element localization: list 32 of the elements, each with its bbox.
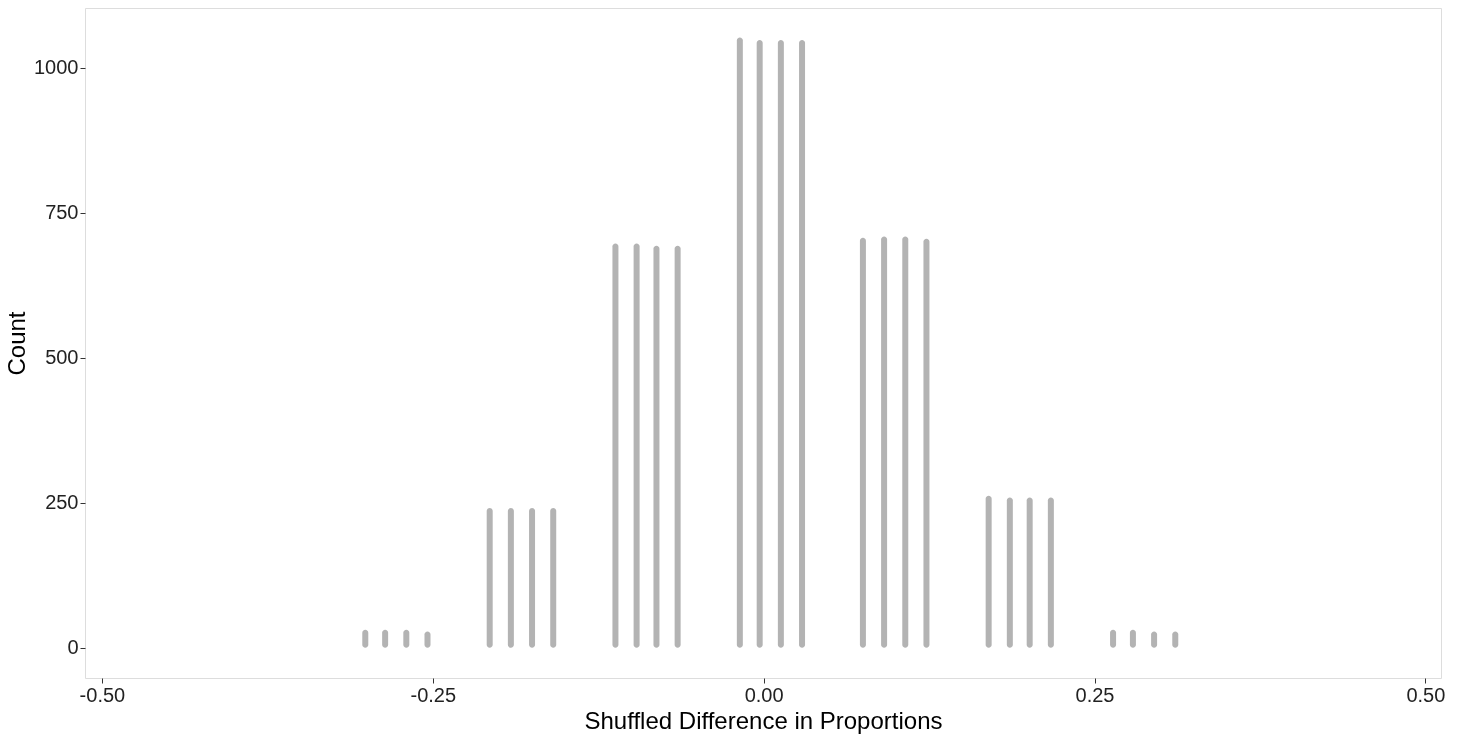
bar bbox=[529, 508, 536, 648]
bar bbox=[881, 236, 888, 648]
bar bbox=[756, 39, 763, 648]
bar bbox=[1047, 497, 1054, 648]
x-tick-label: 0.50 bbox=[1406, 683, 1446, 706]
x-tick-label: 0.25 bbox=[1075, 683, 1115, 706]
y-tick-label: 750 bbox=[45, 201, 79, 224]
bar bbox=[507, 508, 514, 648]
bar bbox=[777, 39, 784, 648]
bar bbox=[674, 245, 681, 648]
bar bbox=[902, 236, 909, 648]
bar bbox=[550, 508, 557, 648]
y-tick-label: 250 bbox=[45, 491, 79, 514]
y-tick-label: 0 bbox=[67, 636, 79, 659]
bar bbox=[985, 495, 992, 648]
y-axis-title: Count bbox=[3, 311, 31, 376]
x-axis-title: Shuffled Difference in Proportions bbox=[584, 706, 943, 734]
bar bbox=[859, 237, 866, 648]
x-tick-label: -0.50 bbox=[79, 683, 126, 706]
bar bbox=[799, 39, 806, 648]
y-tick-label: 1000 bbox=[34, 56, 79, 79]
bar bbox=[486, 508, 493, 648]
bar bbox=[1026, 497, 1033, 648]
x-tick-label: 0.00 bbox=[744, 683, 784, 706]
bar bbox=[736, 37, 743, 648]
x-tick-label: -0.25 bbox=[410, 683, 457, 706]
y-tick-label: 500 bbox=[45, 346, 79, 369]
bar bbox=[653, 245, 660, 648]
bar bbox=[1006, 497, 1013, 648]
bar bbox=[923, 238, 930, 648]
bar bbox=[633, 243, 640, 648]
bar bbox=[612, 243, 619, 648]
